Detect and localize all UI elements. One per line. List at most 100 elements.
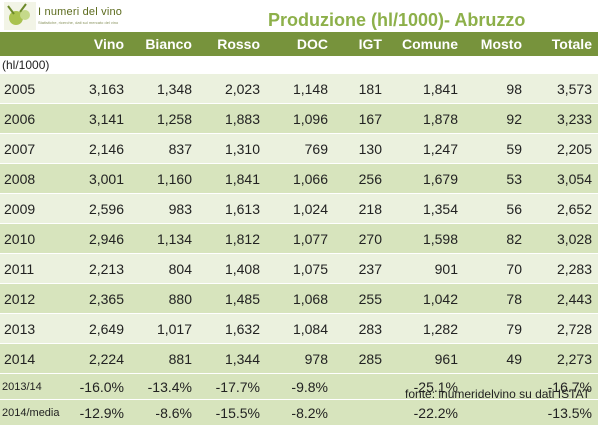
logo-text: I numeri del vino	[38, 6, 123, 18]
table-cell: 1,348	[130, 74, 198, 104]
variation-cell: -13.5%	[528, 399, 598, 426]
table-cell: 3,573	[528, 74, 598, 104]
header-row: Vino Bianco Rosso DOC IGT Comune Mosto Totale	[0, 32, 598, 56]
table-cell: 2,213	[68, 253, 130, 284]
table-cell: 3,028	[528, 223, 598, 254]
table-cell: 1,066	[266, 163, 334, 194]
variation-row: 2014/media -12.9% -8.6% -15.5% -8.2% -22.2% -1…	[0, 399, 598, 426]
row-year: 2011	[0, 253, 68, 284]
grape-leaf-icon	[4, 2, 36, 30]
table-cell: 1,247	[388, 133, 464, 164]
table-cell: 3,163	[68, 74, 130, 104]
table-cell: 218	[334, 193, 388, 224]
row-year: 2009	[0, 193, 68, 224]
table-cell: 1,598	[388, 223, 464, 254]
table-cell: 70	[464, 253, 528, 284]
table-cell: 130	[334, 133, 388, 164]
table-cell: 82	[464, 223, 528, 254]
row-year: 2013	[0, 313, 68, 344]
row-year: 2007	[0, 133, 68, 164]
row-year: 2010	[0, 223, 68, 254]
column-header: Vino	[68, 32, 130, 56]
column-header: Rosso	[198, 32, 266, 56]
table-cell: 2,596	[68, 193, 130, 224]
table-cell: 837	[130, 133, 198, 164]
table-cell: 1,841	[388, 74, 464, 104]
table-cell: 167	[334, 103, 388, 134]
row-year: 2014	[0, 343, 68, 374]
column-header: IGT	[334, 32, 388, 56]
variation-cell	[464, 399, 528, 426]
variation-cell: -17.7%	[198, 373, 266, 400]
variation-cell: -16.7%	[528, 373, 598, 400]
variation-cell: -8.2%	[266, 399, 334, 426]
variation-cell: -12.9%	[68, 399, 130, 426]
column-header: DOC	[266, 32, 334, 56]
table-cell: 1,613	[198, 193, 266, 224]
table-row: 2014 2,224 881 1,344 978 285 961 49 2,273	[0, 343, 598, 374]
table-cell: 255	[334, 283, 388, 314]
table-row: 2010 2,946 1,134 1,812 1,077 270 1,598 82 3,028	[0, 223, 598, 254]
table-cell: 1,084	[266, 313, 334, 344]
table-cell: 1,134	[130, 223, 198, 254]
table-row: 2008 3,001 1,160 1,841 1,066 256 1,679 53 3,054	[0, 163, 598, 194]
table-cell: 769	[266, 133, 334, 164]
column-header: Totale	[528, 32, 598, 56]
table-cell: 2,205	[528, 133, 598, 164]
table-cell: 1,841	[198, 163, 266, 194]
table-cell: 2,652	[528, 193, 598, 224]
table-cell: 1,160	[130, 163, 198, 194]
table-cell: 237	[334, 253, 388, 284]
variation-cell	[334, 399, 388, 426]
table-cell: 1,408	[198, 253, 266, 284]
table-row: 2007 2,146 837 1,310 769 130 1,247 59 2,205	[0, 133, 598, 164]
table-cell: 1,068	[266, 283, 334, 314]
table-cell: 1,883	[198, 103, 266, 134]
table-cell: 2,023	[198, 74, 266, 104]
variation-cell	[334, 373, 388, 400]
table-cell: 2,146	[68, 133, 130, 164]
table-cell: 1,042	[388, 283, 464, 314]
table-row: 2005 3,163 1,348 2,023 1,148 181 1,841 98 3,573	[0, 74, 598, 104]
variation-cell: -13.4%	[130, 373, 198, 400]
table-cell: 1,632	[198, 313, 266, 344]
table-cell: 1,310	[198, 133, 266, 164]
table-row: 2013 2,649 1,017 1,632 1,084 283 1,282 79 2,728	[0, 313, 598, 344]
variation-cell: -15.5%	[198, 399, 266, 426]
table-cell: 1,017	[130, 313, 198, 344]
table-cell: 56	[464, 193, 528, 224]
table-cell: 283	[334, 313, 388, 344]
table-cell: 1,485	[198, 283, 266, 314]
table-cell: 256	[334, 163, 388, 194]
table-cell: 2,649	[68, 313, 130, 344]
table-cell: 59	[464, 133, 528, 164]
variation-label: 2014/media	[0, 399, 68, 426]
table-cell: 3,054	[528, 163, 598, 194]
column-header: Bianco	[130, 32, 198, 56]
table-cell: 881	[130, 343, 198, 374]
table-cell: 3,001	[68, 163, 130, 194]
table-cell: 2,273	[528, 343, 598, 374]
table-cell: 181	[334, 74, 388, 104]
table-cell: 1,258	[130, 103, 198, 134]
table-cell: 1,024	[266, 193, 334, 224]
table-row: 2006 3,141 1,258 1,883 1,096 167 1,878 92 3,233	[0, 103, 598, 134]
column-header: Comune	[388, 32, 464, 56]
table-cell: 2,224	[68, 343, 130, 374]
variation-row: 2013/14 -16.0% -13.4% -17.7% -9.8% -25.1% -16.…	[0, 373, 598, 400]
table-cell: 1,077	[266, 223, 334, 254]
column-header	[0, 32, 68, 56]
table-cell: 1,282	[388, 313, 464, 344]
column-header: Mosto	[464, 32, 528, 56]
table-cell: 880	[130, 283, 198, 314]
table-cell: 1,148	[266, 74, 334, 104]
table-cell: 3,233	[528, 103, 598, 134]
variation-cell: -25.1%	[388, 373, 464, 400]
variation-cell: -16.0%	[68, 373, 130, 400]
table-cell: 2,283	[528, 253, 598, 284]
row-year: 2006	[0, 103, 68, 134]
logo-subtitle: Statistiche, ricerche, dati sul mercato …	[38, 20, 119, 25]
table-title: Produzione (hl/1000)- Abruzzo	[268, 10, 526, 30]
table-cell: 2,365	[68, 283, 130, 314]
row-year: 2012	[0, 283, 68, 314]
